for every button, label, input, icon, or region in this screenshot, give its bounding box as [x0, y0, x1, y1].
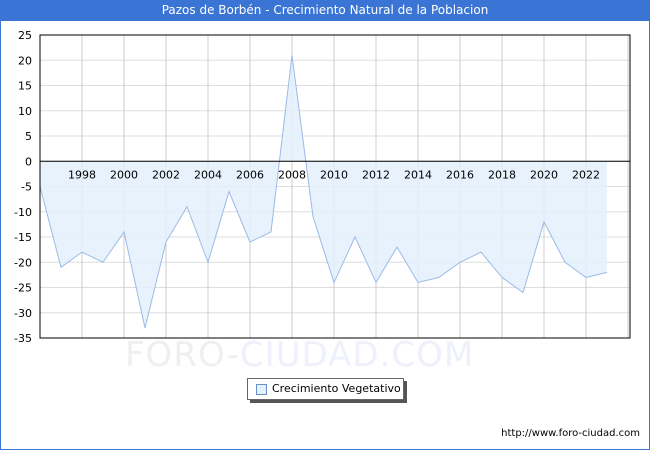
watermark: FORO-CIUDAD.COM [125, 335, 474, 375]
legend: Crecimiento Vegetativo [247, 378, 404, 400]
y-tick-label: -35 [14, 332, 32, 345]
x-tick-label: 2014 [404, 168, 432, 181]
y-tick-label: -25 [14, 282, 32, 295]
chart-title: Pazos de Borbén - Crecimiento Natural de… [0, 0, 650, 21]
y-tick-label: 15 [18, 80, 32, 93]
x-tick-label: 2000 [110, 168, 138, 181]
x-tick-label: 2016 [446, 168, 474, 181]
y-tick-label: -15 [14, 231, 32, 244]
y-tick-label: 25 [18, 29, 32, 42]
plot-area [39, 34, 631, 339]
area-fill [40, 55, 607, 328]
x-tick-label: 1998 [68, 168, 96, 181]
watermark-part2: CIUDAD.COM [239, 335, 475, 375]
y-tick-label: 0 [25, 155, 32, 168]
x-tick-label: 2012 [362, 168, 390, 181]
series-line [39, 55, 608, 329]
y-tick-label: 5 [25, 130, 32, 143]
legend-label: Crecimiento Vegetativo [272, 382, 401, 395]
x-tick-label: 2022 [572, 168, 600, 181]
y-tick-label: 20 [18, 54, 32, 67]
y-tick-label: -30 [14, 307, 32, 320]
legend-swatch-icon [256, 384, 267, 395]
y-tick-label: -20 [14, 256, 32, 269]
y-tick-label: -5 [21, 181, 32, 194]
x-tick-label: 2020 [530, 168, 558, 181]
source-url[interactable]: http://www.foro-ciudad.com [501, 428, 640, 439]
x-tick-label: 2008 [278, 168, 306, 181]
x-tick-label: 2010 [320, 168, 348, 181]
y-tick-label: -10 [14, 206, 32, 219]
x-tick-label: 2004 [194, 168, 222, 181]
x-tick-label: 2002 [152, 168, 180, 181]
watermark-part1: FORO- [125, 335, 240, 375]
x-tick-label: 2006 [236, 168, 264, 181]
y-tick-label: 10 [18, 105, 32, 118]
x-tick-label: 2018 [488, 168, 516, 181]
